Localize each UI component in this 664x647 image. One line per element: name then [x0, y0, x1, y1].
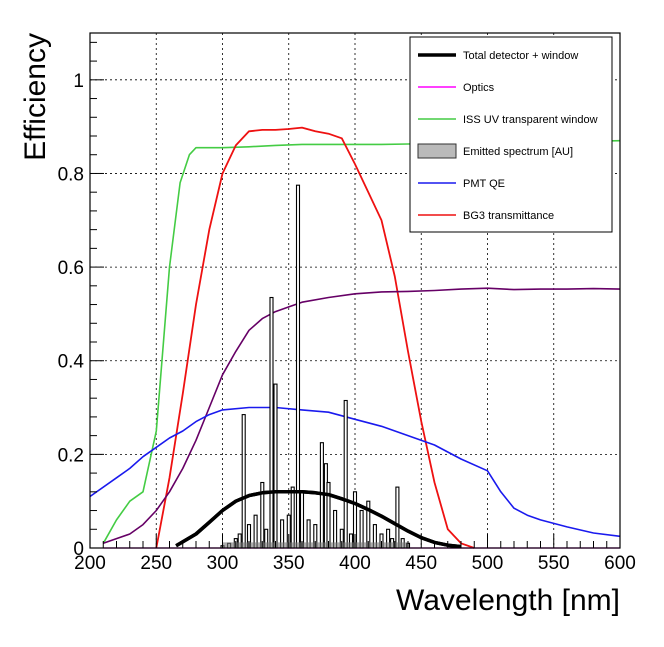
x-tick-label: 500	[472, 553, 504, 574]
y-tick-label: 0	[73, 539, 84, 560]
x-tick-label: 550	[538, 553, 570, 574]
spectrum-bar	[299, 491, 305, 549]
legend-label-total: Total detector + window	[463, 50, 578, 62]
x-tick-label: 300	[207, 553, 239, 574]
spectrum-bar	[295, 184, 301, 549]
series-line-total-front	[175, 490, 462, 549]
spectrum-bar	[269, 296, 274, 549]
y-axis-title: Efficiency	[19, 33, 52, 161]
spectrum-bar	[359, 509, 364, 549]
x-tick-label: 200	[74, 553, 106, 574]
y-tick-label: 0.2	[58, 445, 84, 466]
x-tick-label: 350	[273, 553, 305, 574]
x-axis-title: Wavelength [nm]	[396, 584, 620, 617]
x-tick-label: 250	[140, 553, 172, 574]
series-line-pmt	[89, 406, 621, 538]
series-line-purple	[103, 287, 621, 545]
axis-ticks: 200 250 300 350 400 450 500 550 600 0 0.2 0.4 0.6 0.8…	[58, 41, 636, 574]
spectrum-bar	[395, 486, 400, 549]
y-tick-label: 0.6	[58, 258, 84, 279]
spectrum-bar	[273, 383, 278, 549]
x-tick-label: 400	[339, 553, 371, 574]
legend: Total detector + window Optics ISS UV tran…	[409, 36, 613, 233]
legend-label-spectrum: Emitted spectrum [AU]	[463, 146, 573, 158]
series-line-bg3	[155, 126, 475, 549]
legend-swatch-spectrum	[417, 143, 457, 159]
legend-label-window: ISS UV transparent window	[463, 114, 598, 126]
y-tick-label: 0.8	[58, 164, 84, 185]
legend-label-optics: Optics	[463, 82, 495, 94]
legend-box	[409, 36, 613, 233]
legend-label-bg3: BG3 transmittance	[463, 210, 554, 222]
spectrum-bar	[241, 414, 246, 549]
y-tick-label: 1	[73, 71, 84, 92]
x-tick-label: 450	[405, 553, 437, 574]
x-tick-label: 600	[604, 553, 636, 574]
spectrum-bar	[333, 509, 338, 549]
legend-label-pmt: PMT QE	[463, 178, 505, 190]
spectrum-bar	[326, 481, 331, 549]
y-tick-label: 0.4	[58, 352, 85, 373]
spectrum-bar	[290, 486, 295, 549]
spectrum-bar	[343, 399, 348, 549]
